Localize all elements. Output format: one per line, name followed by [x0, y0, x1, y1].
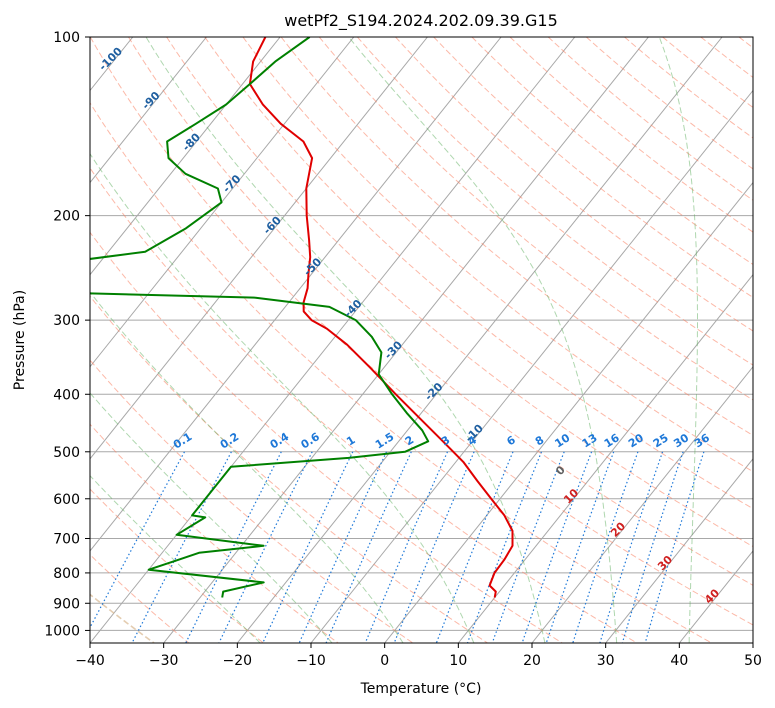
dry-adiabat: [166, 37, 753, 548]
dry-adiabat: [90, 295, 488, 643]
isotherm-gridline: [90, 37, 428, 460]
isotherm-gridline: [90, 37, 576, 643]
mixing-ratio-line: [435, 451, 514, 643]
mixing-ratio-line: [90, 451, 186, 629]
x-tick-label: −30: [149, 653, 179, 669]
y-tick-label: 200: [53, 209, 80, 225]
dry-adiabat: [90, 359, 414, 643]
y-tick-label: 600: [53, 492, 80, 508]
x-axis: −40 −30 −20 −10 0 10 20 30 40 50: [75, 643, 762, 669]
isotherm-gridline: [90, 37, 355, 368]
x-tick-label: −10: [296, 653, 326, 669]
plot-area: [90, 37, 753, 643]
isotherm-gridline: [531, 365, 753, 643]
mixing-ratio-line: [521, 451, 593, 643]
isotherm-gridline: [605, 458, 753, 643]
x-tick-label: 30: [597, 653, 615, 669]
x-tick-label: 20: [523, 653, 541, 669]
isotherm-gridline: [457, 273, 753, 643]
moist-adiabat: [145, 37, 546, 643]
moist-adiabat: [658, 37, 698, 643]
dry-adiabat: [128, 37, 753, 586]
x-tick-label: 40: [670, 653, 688, 669]
y-tick-label: 500: [53, 445, 80, 461]
dry-adiabat: [204, 37, 753, 510]
dry-adiabat: [90, 37, 753, 626]
x-axis-label: Temperature (°C): [360, 681, 482, 697]
y-tick-label: 400: [53, 387, 80, 403]
isotherm-gridline: [90, 37, 281, 276]
mixing-ratio-line: [218, 451, 313, 643]
plot-frame: [89, 36, 754, 644]
moist-adiabat: [90, 392, 333, 643]
y-tick-label: 1000: [44, 623, 80, 639]
y-tick-label: 100: [53, 30, 80, 46]
x-tick-label: 10: [449, 653, 467, 669]
isotherm-gridline: [384, 181, 753, 643]
y-tick-label: 300: [53, 313, 80, 329]
mixing-ratio-line: [298, 451, 388, 643]
dry-adiabat: [90, 553, 190, 643]
x-tick-label: −20: [223, 653, 253, 669]
y-axis: 100 200 300 400 500 600 700 800 900 1000: [44, 30, 90, 639]
x-tick-label: 0: [380, 653, 389, 669]
isotherm-gridline: [90, 37, 502, 552]
dry-adiabat: [90, 488, 264, 643]
y-tick-label: 700: [53, 532, 80, 548]
x-tick-label: 50: [744, 653, 762, 669]
dewpoint-line: [90, 37, 430, 598]
mixing-ratio-line: [545, 451, 615, 643]
mixing-ratio-line: [621, 451, 684, 643]
mixing-ratio-line: [599, 451, 664, 643]
dry-adiabat: [90, 101, 712, 643]
y-tick-label: 800: [53, 566, 80, 582]
mixing-ratio-line: [466, 451, 543, 643]
mixing-ratio-line: [262, 451, 354, 643]
isotherm-gridline: [90, 37, 207, 184]
moist-adiabat: [90, 152, 475, 643]
mixing-ratio-line: [572, 451, 639, 643]
isotherm-gridline: [163, 37, 649, 643]
mixing-ratio-line: [491, 451, 565, 643]
isotherm-gridline: [236, 37, 723, 643]
dry-adiabat: [90, 231, 563, 643]
moist-adiabat: [348, 37, 618, 643]
y-tick-label: 900: [53, 596, 80, 612]
temperature-line: [248, 37, 514, 598]
mixing-ratio-line: [185, 451, 282, 643]
chart-title: wetPf2_S194.2024.202.09.39.G15: [284, 11, 558, 31]
x-tick-label: −40: [75, 653, 105, 669]
y-axis-label: Pressure (hPa): [12, 290, 28, 390]
dry-adiabat: [90, 593, 155, 643]
